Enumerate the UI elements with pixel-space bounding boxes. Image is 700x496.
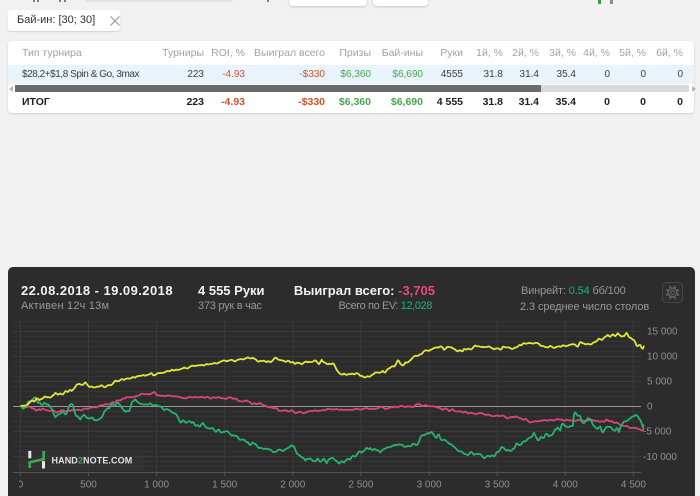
svg-text:3 000: 3 000	[417, 480, 442, 491]
svg-text:500: 500	[80, 480, 97, 491]
svg-text:1 000: 1 000	[144, 480, 169, 491]
svg-text:4 500: 4 500	[621, 480, 646, 491]
svg-text:5 000: 5 000	[647, 377, 672, 388]
svg-text:-10 000: -10 000	[643, 452, 677, 463]
svg-text:-5 000: -5 000	[643, 427, 672, 438]
svg-text:0: 0	[18, 480, 24, 491]
svg-text:15 000: 15 000	[647, 327, 678, 338]
svg-text:HAND2NOTE.COM: HAND2NOTE.COM	[52, 456, 133, 466]
svg-text:3 500: 3 500	[485, 480, 510, 491]
svg-text:10 000: 10 000	[647, 352, 678, 363]
svg-text:2 500: 2 500	[348, 480, 373, 491]
svg-text:4 000: 4 000	[553, 480, 578, 491]
svg-text:0: 0	[647, 402, 653, 413]
svg-text:1 500: 1 500	[212, 480, 237, 491]
svg-text:2 000: 2 000	[280, 480, 305, 491]
